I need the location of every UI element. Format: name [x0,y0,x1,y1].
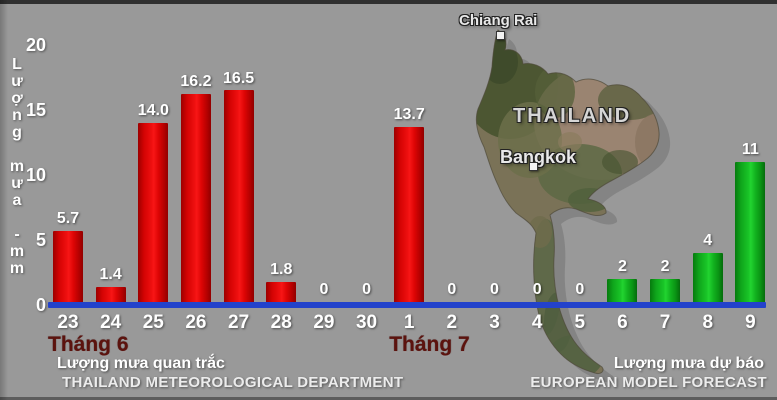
bar-value-label: 2 [660,258,670,275]
map-label-thailand: THAILAND [513,105,632,127]
y-tick-label: 15 [25,100,46,120]
bar-25 [138,123,169,305]
x-tick-label: 5 [574,312,586,333]
bar-value-label: 0 [490,281,499,298]
bar-value-label: 0 [362,281,371,298]
chiang-rai-marker [496,31,505,40]
bar-value-label: 13.7 [393,105,425,123]
y-tick-label: 20 [25,35,46,55]
top-border [0,0,777,4]
y-tick-label: 5 [35,230,46,250]
bar-26 [180,94,211,305]
bar-1 [394,127,425,305]
x-tick-label: 26 [185,312,207,333]
x-tick-label: 28 [270,312,292,333]
month-label: Tháng 6 [48,333,129,356]
bar-value-label: 5.7 [56,209,80,227]
bar-value-label: 0 [447,281,457,298]
bar-24 [95,287,126,305]
bar-value-label: 0 [319,281,329,298]
bar-value-label: 14.0 [137,102,169,119]
bar-value-label: 4 [703,232,713,249]
bar-9 [735,162,766,305]
x-tick-label: 25 [142,312,164,333]
bar-28 [266,282,297,305]
forecast-caption-vi: Lượng mưa dự báo [613,355,764,372]
x-tick-label: 6 [617,312,628,333]
x-tick-label: 7 [659,312,671,333]
map-label-bangkok: Bangkok [500,147,577,167]
observed-caption-vi: Lượng mưa quan trắc [57,355,225,372]
bar-7 [650,279,681,305]
x-tick-label: 30 [355,312,378,333]
forecast-caption-en: EUROPEAN MODEL FORECAST [530,374,767,391]
bar-value-label: 11 [741,141,759,158]
bar-value-label: 2 [617,258,627,275]
x-tick-label: 4 [531,312,543,333]
thailand-map [430,22,700,387]
bar-8 [692,253,723,305]
x-tick-label: 27 [228,312,250,333]
bar-value-label: 1.4 [99,265,122,283]
bar-value-label: 1.8 [270,260,293,278]
left-border [0,0,8,400]
y-axis-title: L ư ợ n g m ư a - m m [9,56,25,277]
x-tick-label: 8 [702,312,714,333]
bar-6 [607,279,638,305]
x-tick-label: 3 [489,312,500,333]
bar-23 [53,231,83,305]
bangkok-marker [529,162,538,171]
x-tick-label: 1 [403,312,415,333]
y-tick-label: 10 [25,165,46,185]
bar-value-label: 16.2 [180,73,212,91]
bar-value-label: 0 [532,281,542,298]
map-label-chiang-rai: Chiang Rai [459,12,538,29]
x-tick-label: 24 [100,312,122,333]
x-tick-label: 29 [313,312,335,333]
x-tick-label: 2 [446,312,458,333]
month-label: Tháng 7 [389,333,470,356]
bar-27 [223,90,254,305]
y-tick-label: 0 [35,295,46,315]
x-tick-label: 23 [57,312,79,333]
bottom-border [0,397,777,400]
bar-value-label: 16.5 [223,69,255,87]
x-tick-label: 9 [745,312,756,333]
bar-value-label: 0 [575,281,585,298]
x-axis-line [48,302,766,308]
observed-caption-en: THAILAND METEOROLOGICAL DEPARTMENT [62,374,404,391]
